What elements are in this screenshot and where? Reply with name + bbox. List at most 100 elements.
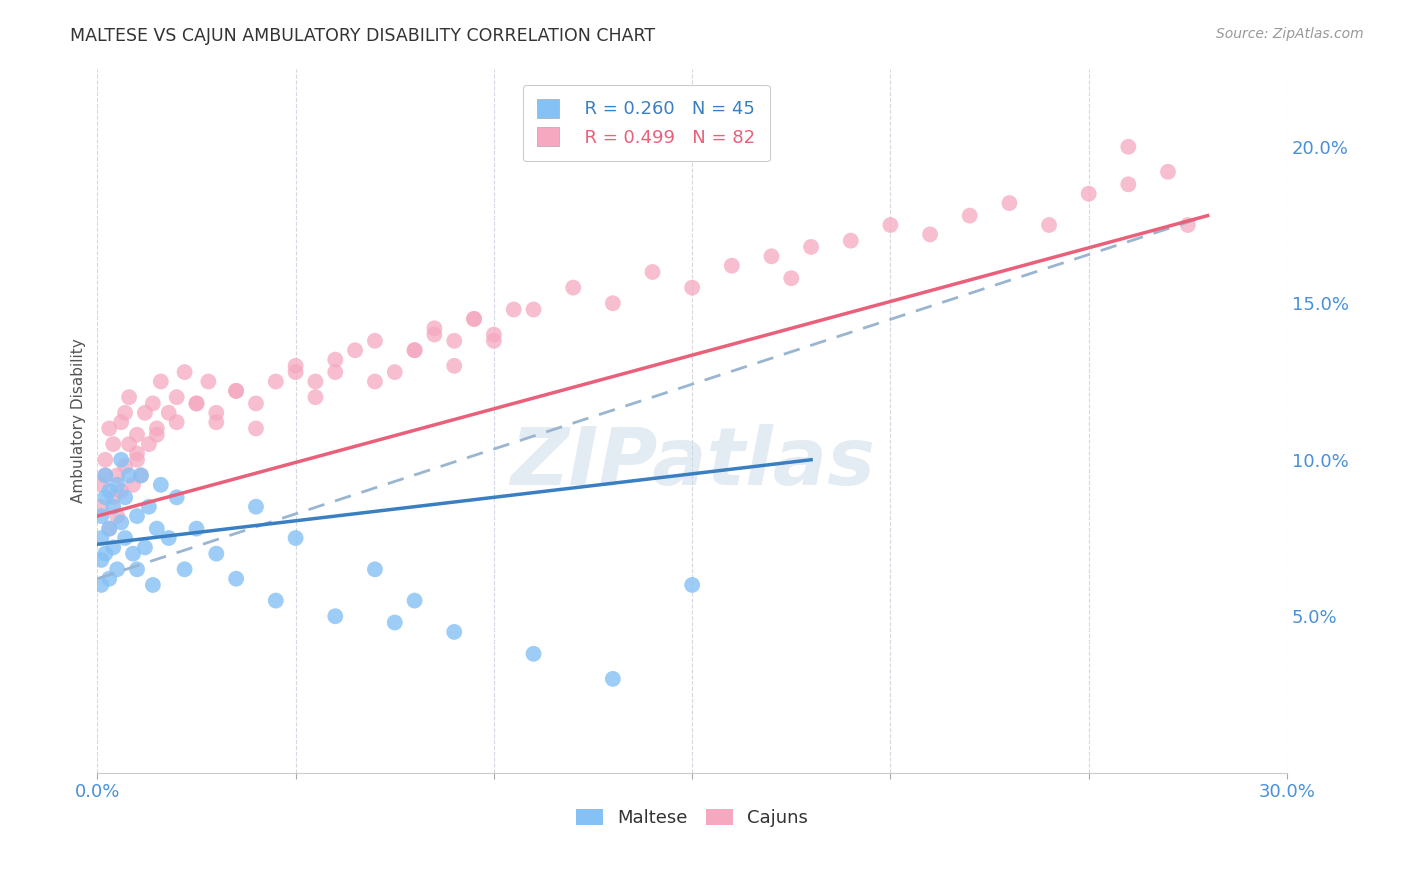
Point [482,327,505,342]
Point [284,359,307,373]
Point [225,384,247,398]
Point [105,509,128,524]
Point [134,406,156,420]
Point [122,547,145,561]
Point [90,500,112,514]
Point [304,375,326,389]
Point [681,280,703,294]
Y-axis label: Ambulatory Disability: Ambulatory Disability [72,338,86,503]
Point [384,615,406,630]
Point [443,624,465,639]
Point [138,500,160,514]
Point [1118,178,1140,192]
Text: ZIPatlas: ZIPatlas [509,424,875,502]
Point [103,491,125,505]
Point [146,522,169,536]
Point [681,578,703,592]
Point [149,477,172,491]
Point [879,218,901,232]
Point [562,280,585,294]
Point [94,468,117,483]
Point [186,396,208,410]
Point [166,491,188,505]
Point [205,415,228,429]
Legend: Maltese, Cajuns: Maltese, Cajuns [569,801,815,834]
Point [423,321,446,335]
Point [118,390,141,404]
Point [839,234,862,248]
Point [284,531,307,545]
Point [186,522,208,536]
Point [304,390,326,404]
Point [118,468,141,483]
Point [138,437,160,451]
Point [105,468,128,483]
Point [364,562,387,576]
Point [1077,186,1099,201]
Point [522,302,544,317]
Point [94,491,117,505]
Point [463,312,485,326]
Point [173,562,195,576]
Point [443,334,465,348]
Point [114,458,136,473]
Point [186,396,208,410]
Point [522,647,544,661]
Point [761,249,783,263]
Point [125,446,148,460]
Point [443,359,465,373]
Point [98,421,121,435]
Point [103,541,125,555]
Point [1157,165,1180,179]
Point [98,484,121,499]
Point [404,593,426,607]
Point [1177,218,1199,232]
Point [98,522,121,536]
Point [114,531,136,545]
Point [90,578,112,592]
Point [205,547,228,561]
Point [384,365,406,379]
Point [122,477,145,491]
Point [602,672,624,686]
Point [482,334,505,348]
Point [197,375,219,389]
Point [110,484,132,499]
Point [125,427,148,442]
Point [404,343,426,358]
Point [284,365,307,379]
Point [105,477,128,491]
Point [720,259,742,273]
Point [98,572,121,586]
Point [344,343,367,358]
Point [264,593,287,607]
Point [800,240,823,254]
Point [364,375,387,389]
Point [780,271,803,285]
Point [129,468,152,483]
Point [264,375,287,389]
Point [157,406,180,420]
Point [114,491,136,505]
Point [94,468,117,483]
Point [110,516,132,530]
Point [404,343,426,358]
Point [245,421,267,435]
Point [90,509,112,524]
Point [1118,140,1140,154]
Point [125,452,148,467]
Point [245,396,267,410]
Point [90,477,112,491]
Text: Source: ZipAtlas.com: Source: ZipAtlas.com [1216,27,1364,41]
Point [959,209,981,223]
Point [125,509,148,524]
Point [103,500,125,514]
Point [90,553,112,567]
Point [94,452,117,467]
Point [205,406,228,420]
Point [173,365,195,379]
Point [105,562,128,576]
Point [125,562,148,576]
Point [641,265,664,279]
Point [245,500,267,514]
